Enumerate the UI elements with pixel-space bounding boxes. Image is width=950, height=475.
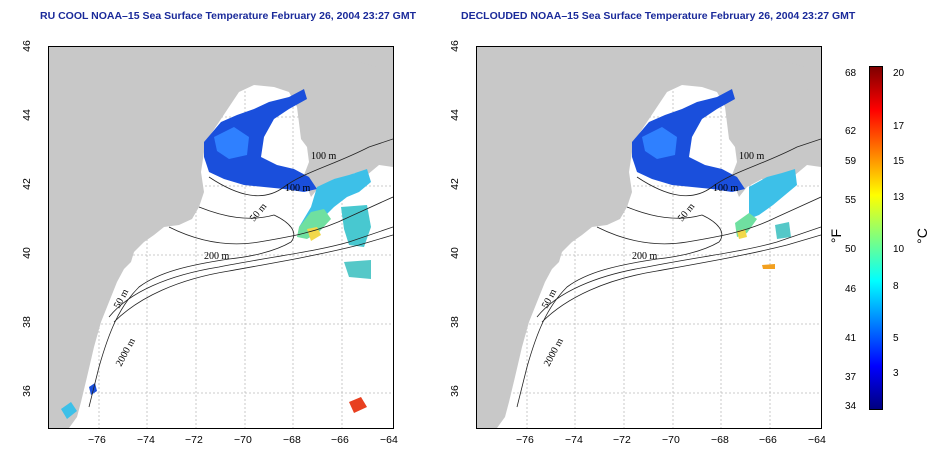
f-tick: 46: [845, 284, 857, 295]
c-tick: 10: [893, 244, 905, 255]
left-panel-title: RU COOL NOAA–15 Sea Surface Temperature …: [40, 10, 417, 22]
lon-tick: −68: [283, 434, 301, 446]
bathymetry-contours: [516, 138, 821, 408]
contour-label: 200 m: [204, 251, 230, 262]
fahrenheit-unit-label: °F: [828, 228, 845, 244]
lon-tick: −76: [516, 434, 534, 446]
f-tick: 59: [845, 156, 857, 167]
lon-tick: −76: [88, 434, 106, 446]
c-tick: 8: [893, 281, 899, 292]
contour-label: 100 m: [311, 151, 337, 162]
contour-label: 100 m: [739, 151, 765, 162]
c-tick: 5: [893, 333, 899, 344]
lon-tick: −74: [565, 434, 583, 446]
c-tick: 15: [893, 156, 905, 167]
left-sst-map[interactable]: 100 m 100 m 50 m 200 m 50 m 2000 m: [48, 46, 394, 429]
lat-tick: 38: [448, 316, 461, 328]
lon-tick: −74: [137, 434, 155, 446]
right-panel-title: DECLOUDED NOAA–15 Sea Surface Temperatur…: [461, 10, 856, 22]
f-tick: 41: [845, 333, 857, 344]
c-tick: 13: [893, 192, 905, 203]
f-tick: 55: [845, 195, 857, 206]
lon-tick: −64: [808, 434, 826, 446]
c-tick: 3: [893, 368, 899, 379]
right-map-graphic: 100 m 100 m 50 m 200 m 50 m 2000 m: [477, 47, 821, 428]
f-tick: 50: [845, 244, 857, 255]
lat-tick: 46: [20, 40, 33, 52]
c-tick: 17: [893, 121, 905, 132]
c-tick: 20: [893, 68, 905, 79]
lat-tick: 38: [20, 316, 33, 328]
gulf-of-maine-sst: [632, 89, 745, 192]
lat-tick: 36: [20, 385, 33, 397]
lat-tick: 40: [20, 247, 33, 259]
lon-tick: −70: [234, 434, 252, 446]
contour-label: 50 m: [248, 201, 270, 224]
lon-tick: −66: [759, 434, 777, 446]
land-mass: [477, 47, 821, 428]
lat-tick: 44: [448, 109, 461, 121]
f-tick: 37: [845, 372, 857, 383]
lon-tick: −72: [185, 434, 203, 446]
lon-tick: −64: [380, 434, 398, 446]
lat-tick: 44: [20, 109, 33, 121]
f-tick: 68: [845, 68, 857, 79]
lat-tick: 36: [448, 385, 461, 397]
lon-tick: −68: [711, 434, 729, 446]
temperature-colorbar: [869, 66, 883, 410]
bathymetry-contours: [88, 138, 393, 408]
f-tick: 34: [845, 401, 857, 412]
lon-tick: −66: [331, 434, 349, 446]
lon-tick: −72: [613, 434, 631, 446]
contour-label: 100 m: [713, 183, 739, 194]
georges-bank-sst: [749, 169, 797, 219]
lat-tick: 46: [448, 40, 461, 52]
lat-tick: 42: [448, 178, 461, 190]
lat-tick: 42: [20, 178, 33, 190]
left-map-graphic: 100 m 100 m 50 m 200 m 50 m 2000 m: [49, 47, 393, 428]
right-sst-map[interactable]: 100 m 100 m 50 m 200 m 50 m 2000 m: [476, 46, 822, 429]
contour-label: 50 m: [676, 201, 698, 224]
lon-tick: −70: [662, 434, 680, 446]
land-mass: [49, 47, 393, 428]
contour-label: 200 m: [632, 251, 658, 262]
celsius-unit-label: °C: [913, 228, 930, 244]
contour-label: 2000 m: [542, 336, 566, 368]
contour-label: 2000 m: [114, 336, 138, 368]
contour-label: 100 m: [285, 183, 311, 194]
lat-tick: 40: [448, 247, 461, 259]
gulf-of-maine-sst: [204, 89, 317, 192]
f-tick: 62: [845, 126, 857, 137]
